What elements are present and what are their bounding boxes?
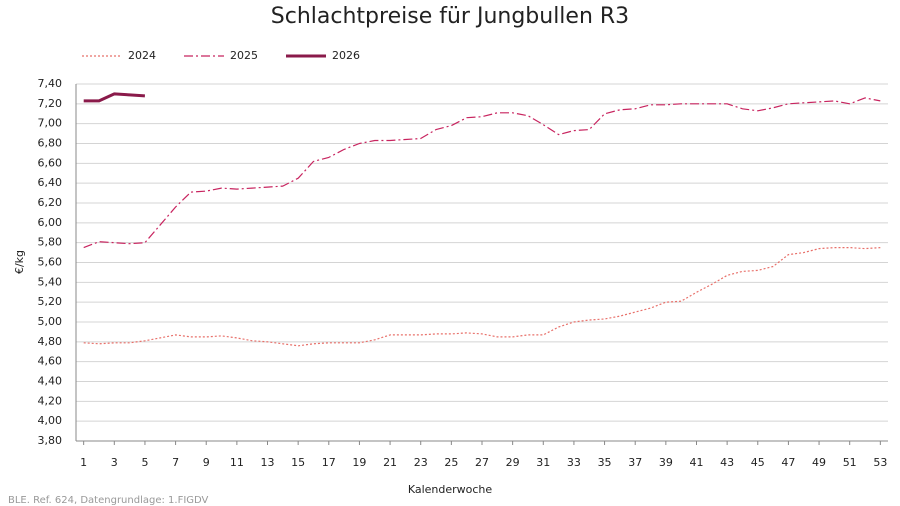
x-tick-label: 41 [689, 456, 703, 469]
x-tick-label: 5 [141, 456, 148, 469]
y-tick-label: 7,00 [38, 117, 63, 130]
x-tick-label: 37 [628, 456, 642, 469]
y-tick-label: 5,80 [38, 236, 63, 249]
y-tick-label: 7,20 [38, 97, 63, 110]
series-line [83, 97, 881, 249]
y-tick-label: 7,40 [38, 77, 63, 90]
x-tick-label: 53 [873, 456, 887, 469]
y-axis-label: €/kg [13, 250, 26, 274]
x-tick-label: 27 [475, 456, 489, 469]
y-tick-label: 6,20 [38, 196, 63, 209]
x-tick-label: 7 [172, 456, 179, 469]
y-tick-label: 5,20 [38, 295, 63, 308]
y-tick-label: 6,60 [38, 156, 63, 169]
x-tick-label: 21 [383, 456, 397, 469]
source-note: BLE. Ref. 624, Datengrundlage: 1.FIGDV [8, 495, 209, 506]
x-tick-label: 33 [567, 456, 581, 469]
x-tick-label: 3 [111, 456, 118, 469]
y-tick-label: 4,80 [38, 335, 63, 348]
y-tick-label: 6,00 [38, 216, 63, 229]
y-tick-label: 6,80 [38, 137, 63, 150]
x-tick-label: 13 [261, 456, 275, 469]
chart-title: Schlachtpreise für Jungbullen R3 [271, 4, 629, 29]
x-tick-label: 43 [720, 456, 734, 469]
x-tick-label: 17 [322, 456, 336, 469]
y-tick-label: 4,20 [38, 394, 63, 407]
y-tick-label: 6,40 [38, 176, 63, 189]
x-tick-label: 51 [843, 456, 857, 469]
x-tick-label: 35 [598, 456, 612, 469]
y-tick-label: 5,60 [38, 256, 63, 269]
x-axis-label: Kalenderwoche [408, 483, 493, 496]
x-tick-label: 1 [80, 456, 87, 469]
x-tick-label: 9 [203, 456, 210, 469]
y-tick-label: 4,60 [38, 355, 63, 368]
legend-label: 2025 [230, 49, 258, 62]
series-line [83, 247, 881, 347]
legend-label: 2024 [128, 49, 156, 62]
y-tick-label: 4,00 [38, 414, 63, 427]
series-line [83, 92, 145, 103]
x-tick-label: 25 [444, 456, 458, 469]
x-tick-label: 31 [536, 456, 550, 469]
x-tick-label: 39 [659, 456, 673, 469]
legend-label: 2026 [332, 49, 360, 62]
y-tick-label: 3,80 [38, 434, 63, 447]
x-tick-label: 45 [751, 456, 765, 469]
x-tick-label: 15 [291, 456, 305, 469]
x-tick-label: 29 [506, 456, 520, 469]
y-tick-label: 5,00 [38, 315, 63, 328]
y-tick-label: 5,40 [38, 275, 63, 288]
x-tick-label: 49 [812, 456, 826, 469]
x-tick-label: 23 [414, 456, 428, 469]
x-tick-label: 11 [230, 456, 244, 469]
x-tick-label: 47 [781, 456, 795, 469]
x-tick-label: 19 [352, 456, 366, 469]
y-tick-label: 4,40 [38, 375, 63, 388]
